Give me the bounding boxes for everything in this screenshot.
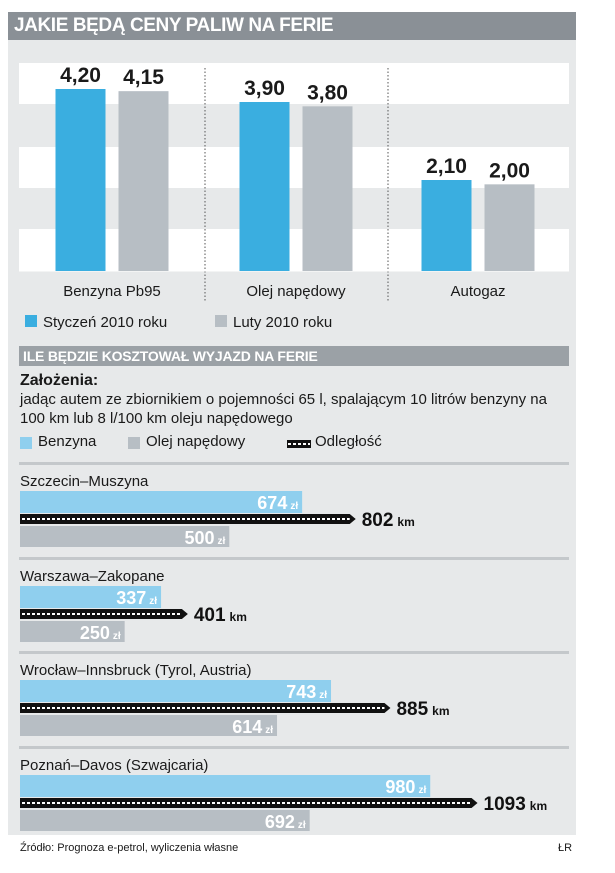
distance-value: 802 km: [362, 510, 415, 531]
legend-label: Luty 2010 roku: [233, 314, 332, 331]
bar-february: [118, 91, 169, 272]
olej-bar: [20, 810, 310, 831]
category-label: Olej napędowy: [246, 283, 346, 300]
bar-january: [55, 89, 106, 271]
bar-january: [239, 102, 290, 271]
trip-cost-chart: Szczecin–Muszyna 674 zł 802 km 500 zł Warszawa–…: [19, 462, 569, 832]
trip-cost-title: ILE BĘDZIE KOSZTOWAŁ WYJAZD NA FERIE: [23, 348, 318, 364]
bar-january: [421, 180, 472, 271]
chart-title: JAKIE BĘDĄ CENY PALIW NA FERIE: [14, 15, 334, 36]
grid-band: [19, 63, 569, 104]
route-divider: [19, 557, 569, 560]
olej-bar: [20, 526, 230, 547]
olej-value: 692 zł: [265, 812, 306, 832]
route-divider: [19, 746, 569, 749]
grid-band: [19, 229, 569, 271]
legend-distance-swatch: [287, 440, 311, 448]
olej-value: 250 zł: [80, 623, 121, 643]
legend-benzyna-label: Benzyna: [38, 433, 97, 450]
benzyna-bar: [20, 680, 332, 702]
olej-bar: [20, 621, 125, 642]
route-name: Warszawa–Zakopane: [20, 568, 165, 585]
legend-swatch: [25, 315, 37, 327]
legend-olej-label: Olej napędowy: [146, 433, 246, 450]
olej-value: 614 zł: [232, 717, 273, 737]
trip-cost-title-bar: ILE BĘDZIE KOSZTOWAŁ WYJAZD NA FERIE: [19, 346, 569, 366]
legend-olej-swatch: [128, 437, 140, 449]
credit-note: ŁR: [558, 842, 573, 854]
grid-band: [19, 188, 569, 229]
assumptions-title: Założenia:: [20, 372, 99, 389]
legend-swatch: [215, 315, 227, 327]
benzyna-value: 980 zł: [385, 777, 426, 797]
benzyna-bar: [20, 491, 303, 513]
source-note: Źródło: Prognoza e-petrol, wyliczenia wł…: [20, 842, 239, 854]
route-divider: [19, 651, 569, 654]
bar-value-label: 3,80: [307, 81, 348, 104]
distance-value: 401 km: [194, 605, 247, 626]
route-name: Szczecin–Muszyna: [20, 473, 149, 490]
legend-label: Styczeń 2010 roku: [43, 314, 167, 331]
benzyna-value: 337 zł: [116, 588, 157, 608]
benzyna-bar: [20, 586, 162, 608]
bar-february: [302, 106, 353, 271]
distance-bar: [20, 703, 391, 713]
route-divider: [19, 462, 569, 465]
bar-value-label: 4,15: [123, 66, 164, 89]
olej-value: 500 zł: [184, 528, 225, 548]
bar-value-label: 3,90: [244, 77, 285, 100]
bar-value-label: 2,10: [426, 155, 467, 178]
bar-february: [484, 184, 535, 271]
benzyna-bar: [20, 775, 431, 797]
distance-value: 885 km: [396, 699, 449, 720]
assumptions-text: jadąc autem ze zbiornikiem o pojemności …: [20, 391, 547, 427]
category-label: Autogaz: [450, 283, 505, 300]
grid-band: [19, 147, 569, 188]
route-name: Poznań–Davos (Szwajcaria): [20, 757, 208, 774]
benzyna-value: 743 zł: [286, 682, 327, 702]
legend-distance-label: Odległość: [315, 433, 382, 450]
bar-value-label: 2,00: [489, 159, 530, 182]
chart-title-bar: JAKIE BĘDĄ CENY PALIW NA FERIE: [8, 12, 576, 40]
olej-bar: [20, 715, 278, 736]
distance-value: 1093 km: [484, 794, 548, 815]
grid-band: [19, 104, 569, 147]
benzyna-value: 674 zł: [257, 493, 298, 513]
bar-value-label: 4,20: [60, 64, 101, 87]
fuel-price-bar-chart: 4,20 4,15 Benzyna Pb95 3,90 3,80 Olej napędow…: [19, 63, 569, 331]
route-name: Wrocław–Innsbruck (Tyrol, Austria): [20, 662, 251, 679]
legend-benzyna-swatch: [20, 437, 32, 449]
category-label: Benzyna Pb95: [63, 283, 161, 300]
